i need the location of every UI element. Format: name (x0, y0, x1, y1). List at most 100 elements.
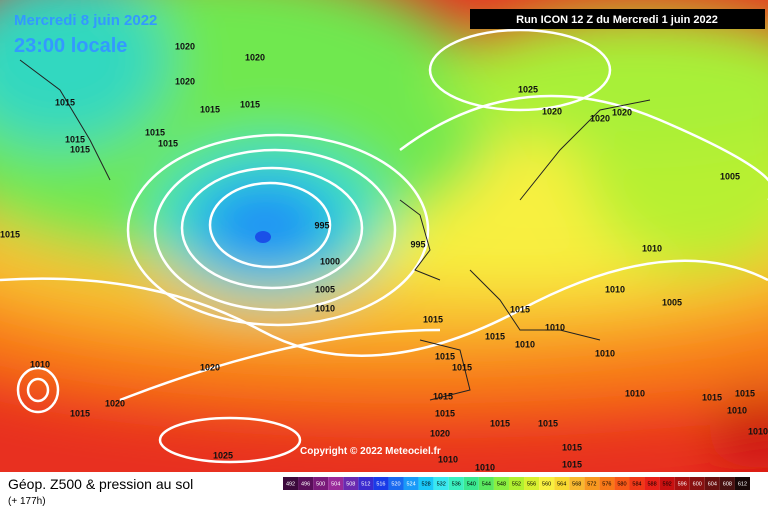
isobar-label: 1015 (158, 138, 178, 148)
legend-label: 608 (723, 481, 732, 487)
legend-label: 576 (602, 481, 611, 487)
isobar-label: 1010 (475, 462, 495, 472)
isobar-label: 1010 (727, 405, 747, 415)
legend-label: 552 (512, 481, 521, 487)
legend-swatch (448, 477, 464, 490)
isobar-label: 1015 (562, 459, 582, 469)
legend-swatch (569, 477, 585, 490)
isobar-label: 1015 (200, 104, 220, 114)
isobar-label: 1010 (315, 303, 335, 313)
isobar-label: 1010 (642, 243, 662, 253)
legend-swatch (343, 477, 359, 490)
legend-swatch (283, 477, 299, 490)
legend-swatch (539, 477, 555, 490)
legend-label: 556 (527, 481, 536, 487)
isobar-label: 1020 (175, 76, 195, 86)
isobar-label: 1015 (435, 351, 455, 361)
isobar-label: 1010 (438, 454, 458, 464)
isobar-label: 1020 (105, 398, 125, 408)
legend-label: 512 (361, 481, 370, 487)
forecast-time: 23:00 locale (14, 35, 127, 57)
legend-label: 540 (467, 481, 476, 487)
isobar-label: 1005 (315, 284, 335, 294)
forecast-date: Mercredi 8 juin 2022 (14, 12, 157, 29)
legend-swatch (433, 477, 449, 490)
isobar-label: 1015 (423, 314, 443, 324)
legend-swatch (463, 477, 479, 490)
isobar-label: 1020 (542, 106, 562, 116)
isobar-label: 1015 (452, 362, 472, 372)
legend-swatch (614, 477, 630, 490)
legend-swatch (629, 477, 645, 490)
legend-swatch (388, 477, 404, 490)
isobar-label: 1025 (518, 84, 538, 94)
isobar-label: 1010 (595, 348, 615, 358)
isobar-label: 995 (314, 220, 329, 230)
legend-label: 532 (437, 481, 446, 487)
isobar-label: 1020 (612, 107, 632, 117)
isobar-label: 1015 (538, 418, 558, 428)
legend-label: 560 (542, 481, 551, 487)
legend-swatch (689, 477, 705, 490)
isobar-label: 1010 (625, 388, 645, 398)
isobar-label: 1015 (145, 127, 165, 137)
legend-swatch (644, 477, 660, 490)
legend-label: 516 (376, 481, 385, 487)
isobar-label: 1020 (245, 52, 265, 62)
legend-label: 520 (391, 481, 400, 487)
legend-label: 588 (647, 481, 656, 487)
legend-label: 564 (557, 481, 566, 487)
legend-label: 492 (286, 481, 295, 487)
legend-swatch (734, 477, 750, 490)
isobar-label: 1015 (562, 442, 582, 452)
legend-label: 584 (632, 481, 641, 487)
run-box (470, 9, 765, 29)
isobar-label: 1015 (70, 144, 90, 154)
isobar-label: 1010 (545, 322, 565, 332)
legend-label: 544 (482, 481, 491, 487)
isobar-label: 1015 (70, 408, 90, 418)
isobar-label: 995 (410, 239, 425, 249)
isobar-label: 1015 (435, 408, 455, 418)
legend-swatch (659, 477, 675, 490)
legend-swatch (674, 477, 690, 490)
legend-label: 528 (422, 481, 431, 487)
isobar-label: 1005 (662, 297, 682, 307)
legend-swatch (554, 477, 570, 490)
isobar-label: 1015 (55, 97, 75, 107)
isobar-label: 1015 (735, 388, 755, 398)
isobar-label: 1020 (175, 41, 195, 51)
isobar-label: 1020 (430, 428, 450, 438)
isobar-label: 1015 (0, 229, 20, 239)
legend-label: 604 (708, 481, 717, 487)
legend-swatch (328, 477, 344, 490)
isobar-label: 1015 (702, 392, 722, 402)
legend-swatch (403, 477, 419, 490)
isobar-label: 1025 (213, 450, 233, 460)
legend-swatch (373, 477, 389, 490)
isobar-label: 1010 (605, 284, 625, 294)
legend-swatch (478, 477, 494, 490)
legend-label: 600 (693, 481, 702, 487)
legend-swatch (493, 477, 509, 490)
legend-label: 548 (497, 481, 506, 487)
legend-label: 536 (452, 481, 461, 487)
legend-swatch (719, 477, 735, 490)
run-label: Run ICON 12 Z du Mercredi 1 juin 2022 (516, 14, 718, 26)
legend-label: 504 (331, 481, 340, 487)
isobar-label: 1015 (240, 99, 260, 109)
isobar-label: 1010 (30, 359, 50, 369)
legend-label: 500 (316, 481, 325, 487)
isobar-label: 1010 (748, 426, 768, 436)
legend-label: 612 (738, 481, 747, 487)
isobar-label: 1015 (485, 331, 505, 341)
legend-swatch (704, 477, 720, 490)
isobar-label: 1015 (433, 391, 453, 401)
legend-swatch (599, 477, 615, 490)
legend-label: 524 (406, 481, 415, 487)
legend-label: 580 (617, 481, 626, 487)
isobar-label: 1020 (200, 362, 220, 372)
legend-swatch (313, 477, 329, 490)
legend-label: 496 (301, 481, 310, 487)
